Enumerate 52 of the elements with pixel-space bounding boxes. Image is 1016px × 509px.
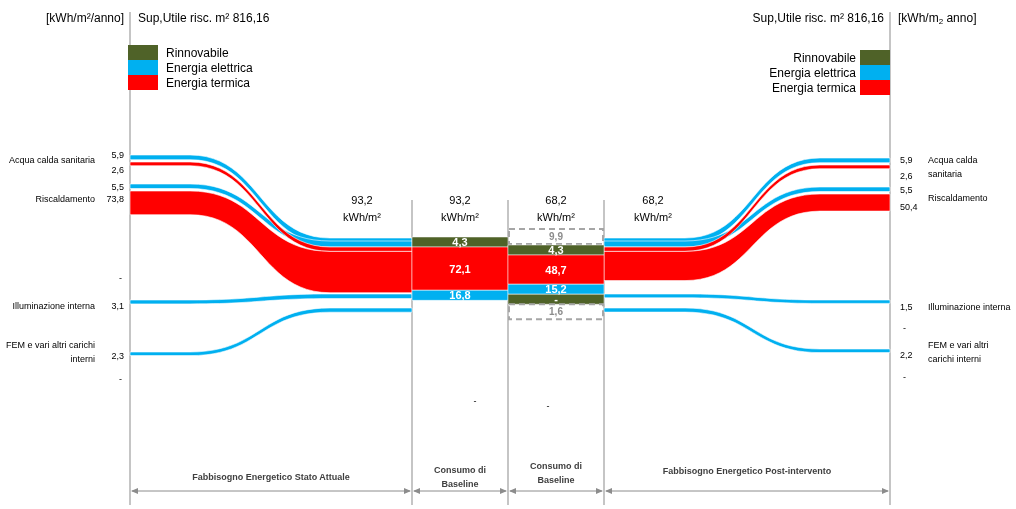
data-label: 2,6: [111, 165, 124, 175]
data-label: 73,8: [106, 194, 124, 204]
data-label: 16,8: [449, 289, 471, 302]
data-label: 1,5: [900, 302, 913, 312]
text: -: [473, 396, 477, 406]
text: -: [903, 372, 906, 382]
category-label: Riscaldamento: [35, 194, 95, 204]
category-label: Consumo di Baseline: [434, 465, 486, 489]
text: Energia elettrica: [769, 66, 856, 80]
data-label: 5,9: [900, 155, 913, 165]
category-label: FEM e vari altri carichi interni: [5, 340, 95, 364]
data-label: 1,6: [549, 306, 564, 318]
data-label: 2,6: [900, 171, 913, 181]
data-label: 5,5: [111, 182, 124, 192]
legend-label: Energia termica: [166, 76, 251, 90]
data-label: 4,3: [548, 244, 564, 256]
data-label: 5,9: [111, 150, 124, 160]
category-label: Illuminazione interna: [12, 301, 95, 311]
category-label: Riscaldamento: [928, 193, 988, 203]
text: 68,2 kWh/m²: [537, 193, 575, 223]
text: 93,2 kWh/m²: [343, 193, 382, 223]
data-label: 2,2: [900, 350, 913, 360]
text: Fabbisogno Energetico Stato Attuale: [192, 472, 350, 482]
text: Sup,Utile risc. m² 816,16: [752, 11, 885, 25]
legend-label: Rinnovabile: [166, 46, 230, 60]
text: Energia termica: [771, 81, 856, 95]
category-label: Illuminazione interna: [928, 302, 1011, 312]
data-label: 9,9: [549, 231, 564, 242]
text: 68,2 kWh/m²: [634, 193, 673, 223]
text: -: [546, 401, 550, 411]
data-label: 5,5: [900, 185, 913, 195]
text: Rinnovabile: [793, 51, 856, 65]
legend-label: Energia elettrica: [166, 61, 254, 75]
data-label: 48,7: [545, 263, 567, 276]
data-label: -: [554, 293, 559, 306]
text: -: [903, 323, 906, 333]
category-label: Consumo di Baseline: [530, 461, 582, 485]
text: -: [119, 273, 122, 283]
data-label: 4,3: [452, 236, 468, 248]
category-label: FEM e vari altri carichi interni: [928, 340, 989, 364]
data-label: 72,1: [449, 262, 471, 275]
text: [kWh/m²/anno]: [45, 11, 124, 25]
data-label: 3,1: [111, 301, 124, 311]
text: Fabbisogno Energetico Post-intervento: [662, 466, 832, 476]
text: -: [119, 374, 122, 384]
category-label: Acqua calda sanitaria: [928, 155, 978, 179]
text: Sup,Utile risc. m² 816,16: [138, 11, 270, 25]
data-label: 2,3: [111, 351, 124, 361]
data-label: 15,2: [545, 283, 567, 296]
category-label: Acqua calda sanitaria: [8, 155, 95, 165]
data-label: 50,4: [900, 202, 918, 212]
text: 93,2 kWh/m²: [441, 193, 479, 223]
